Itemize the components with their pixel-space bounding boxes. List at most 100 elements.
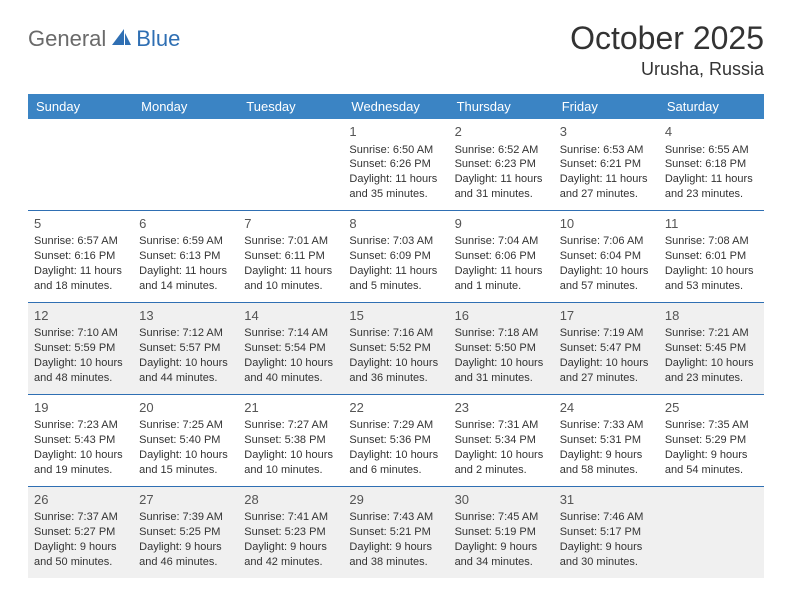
day-number: 28 xyxy=(244,491,337,509)
day-number: 13 xyxy=(139,307,232,325)
day-cell: 9Sunrise: 7:04 AMSunset: 6:06 PMDaylight… xyxy=(449,210,554,302)
daylight-line: Daylight: 10 hours and 48 minutes. xyxy=(34,356,127,386)
day-cell: 20Sunrise: 7:25 AMSunset: 5:40 PMDayligh… xyxy=(133,394,238,486)
day-header: Sunday xyxy=(28,94,133,119)
day-cell: 11Sunrise: 7:08 AMSunset: 6:01 PMDayligh… xyxy=(659,210,764,302)
logo: General Blue xyxy=(28,26,180,52)
day-cell: 25Sunrise: 7:35 AMSunset: 5:29 PMDayligh… xyxy=(659,394,764,486)
sunset-line: Sunset: 5:59 PM xyxy=(34,341,127,356)
day-cell: 31Sunrise: 7:46 AMSunset: 5:17 PMDayligh… xyxy=(554,486,659,577)
day-cell: 23Sunrise: 7:31 AMSunset: 5:34 PMDayligh… xyxy=(449,394,554,486)
daylight-line: Daylight: 10 hours and 57 minutes. xyxy=(560,264,653,294)
sunset-line: Sunset: 6:04 PM xyxy=(560,249,653,264)
day-number: 1 xyxy=(349,123,442,141)
sunrise-line: Sunrise: 7:45 AM xyxy=(455,510,548,525)
day-number: 6 xyxy=(139,215,232,233)
sunrise-line: Sunrise: 7:25 AM xyxy=(139,418,232,433)
day-number: 14 xyxy=(244,307,337,325)
daylight-line: Daylight: 10 hours and 19 minutes. xyxy=(34,448,127,478)
calendar-page: General Blue October 2025 Urusha, Russia… xyxy=(0,0,792,598)
day-cell: 17Sunrise: 7:19 AMSunset: 5:47 PMDayligh… xyxy=(554,302,659,394)
day-header: Monday xyxy=(133,94,238,119)
sunrise-line: Sunrise: 7:01 AM xyxy=(244,234,337,249)
day-number: 24 xyxy=(560,399,653,417)
day-cell: 24Sunrise: 7:33 AMSunset: 5:31 PMDayligh… xyxy=(554,394,659,486)
day-cell: 21Sunrise: 7:27 AMSunset: 5:38 PMDayligh… xyxy=(238,394,343,486)
day-cell: 18Sunrise: 7:21 AMSunset: 5:45 PMDayligh… xyxy=(659,302,764,394)
sunset-line: Sunset: 5:36 PM xyxy=(349,433,442,448)
daylight-line: Daylight: 10 hours and 40 minutes. xyxy=(244,356,337,386)
sunrise-line: Sunrise: 7:03 AM xyxy=(349,234,442,249)
sunrise-line: Sunrise: 7:10 AM xyxy=(34,326,127,341)
daylight-line: Daylight: 11 hours and 23 minutes. xyxy=(665,172,758,202)
daylight-line: Daylight: 9 hours and 30 minutes. xyxy=(560,540,653,570)
sunrise-line: Sunrise: 6:50 AM xyxy=(349,143,442,158)
day-number: 5 xyxy=(34,215,127,233)
sunset-line: Sunset: 6:06 PM xyxy=(455,249,548,264)
location-label: Urusha, Russia xyxy=(570,59,764,80)
daylight-line: Daylight: 10 hours and 27 minutes. xyxy=(560,356,653,386)
daylight-line: Daylight: 11 hours and 5 minutes. xyxy=(349,264,442,294)
sunrise-line: Sunrise: 7:43 AM xyxy=(349,510,442,525)
sunrise-line: Sunrise: 7:37 AM xyxy=(34,510,127,525)
day-header: Wednesday xyxy=(343,94,448,119)
daylight-line: Daylight: 11 hours and 35 minutes. xyxy=(349,172,442,202)
sunset-line: Sunset: 5:29 PM xyxy=(665,433,758,448)
day-header: Friday xyxy=(554,94,659,119)
day-header: Saturday xyxy=(659,94,764,119)
day-number: 20 xyxy=(139,399,232,417)
sunset-line: Sunset: 6:23 PM xyxy=(455,157,548,172)
sail-icon xyxy=(110,27,132,52)
sunrise-line: Sunrise: 6:55 AM xyxy=(665,143,758,158)
day-number: 3 xyxy=(560,123,653,141)
day-number: 12 xyxy=(34,307,127,325)
day-number: 17 xyxy=(560,307,653,325)
sunset-line: Sunset: 5:25 PM xyxy=(139,525,232,540)
sunset-line: Sunset: 5:43 PM xyxy=(34,433,127,448)
day-header: Thursday xyxy=(449,94,554,119)
day-cell: 16Sunrise: 7:18 AMSunset: 5:50 PMDayligh… xyxy=(449,302,554,394)
sunrise-line: Sunrise: 7:27 AM xyxy=(244,418,337,433)
sunset-line: Sunset: 6:09 PM xyxy=(349,249,442,264)
day-cell: 3Sunrise: 6:53 AMSunset: 6:21 PMDaylight… xyxy=(554,119,659,210)
daylight-line: Daylight: 10 hours and 6 minutes. xyxy=(349,448,442,478)
sunset-line: Sunset: 6:26 PM xyxy=(349,157,442,172)
sunrise-line: Sunrise: 6:53 AM xyxy=(560,143,653,158)
daylight-line: Daylight: 10 hours and 23 minutes. xyxy=(665,356,758,386)
sunset-line: Sunset: 5:57 PM xyxy=(139,341,232,356)
day-cell: 5Sunrise: 6:57 AMSunset: 6:16 PMDaylight… xyxy=(28,210,133,302)
daylight-line: Daylight: 9 hours and 54 minutes. xyxy=(665,448,758,478)
sunset-line: Sunset: 5:19 PM xyxy=(455,525,548,540)
day-cell: 14Sunrise: 7:14 AMSunset: 5:54 PMDayligh… xyxy=(238,302,343,394)
day-number: 8 xyxy=(349,215,442,233)
sunrise-line: Sunrise: 6:57 AM xyxy=(34,234,127,249)
sunset-line: Sunset: 5:27 PM xyxy=(34,525,127,540)
daylight-line: Daylight: 9 hours and 42 minutes. xyxy=(244,540,337,570)
sunset-line: Sunset: 5:17 PM xyxy=(560,525,653,540)
sunset-line: Sunset: 5:21 PM xyxy=(349,525,442,540)
day-number: 19 xyxy=(34,399,127,417)
sunrise-line: Sunrise: 6:52 AM xyxy=(455,143,548,158)
sunrise-line: Sunrise: 7:46 AM xyxy=(560,510,653,525)
day-number: 31 xyxy=(560,491,653,509)
sunrise-line: Sunrise: 7:14 AM xyxy=(244,326,337,341)
day-number: 23 xyxy=(455,399,548,417)
sunrise-line: Sunrise: 7:35 AM xyxy=(665,418,758,433)
day-number: 29 xyxy=(349,491,442,509)
day-cell: 26Sunrise: 7:37 AMSunset: 5:27 PMDayligh… xyxy=(28,486,133,577)
sunset-line: Sunset: 6:18 PM xyxy=(665,157,758,172)
week-row: 1Sunrise: 6:50 AMSunset: 6:26 PMDaylight… xyxy=(28,119,764,210)
daylight-line: Daylight: 9 hours and 46 minutes. xyxy=(139,540,232,570)
sunrise-line: Sunrise: 7:04 AM xyxy=(455,234,548,249)
day-cell: 7Sunrise: 7:01 AMSunset: 6:11 PMDaylight… xyxy=(238,210,343,302)
daylight-line: Daylight: 9 hours and 38 minutes. xyxy=(349,540,442,570)
daylight-line: Daylight: 10 hours and 53 minutes. xyxy=(665,264,758,294)
sunrise-line: Sunrise: 7:16 AM xyxy=(349,326,442,341)
sunset-line: Sunset: 5:40 PM xyxy=(139,433,232,448)
daylight-line: Daylight: 9 hours and 50 minutes. xyxy=(34,540,127,570)
sunrise-line: Sunrise: 7:33 AM xyxy=(560,418,653,433)
day-cell: 1 Sunrise: 6:50 AMSunset: 6:26 PMDaylight… xyxy=(343,119,448,210)
sunset-line: Sunset: 5:34 PM xyxy=(455,433,548,448)
sunrise-line: Sunrise: 7:41 AM xyxy=(244,510,337,525)
sunrise-line: Sunrise: 7:06 AM xyxy=(560,234,653,249)
